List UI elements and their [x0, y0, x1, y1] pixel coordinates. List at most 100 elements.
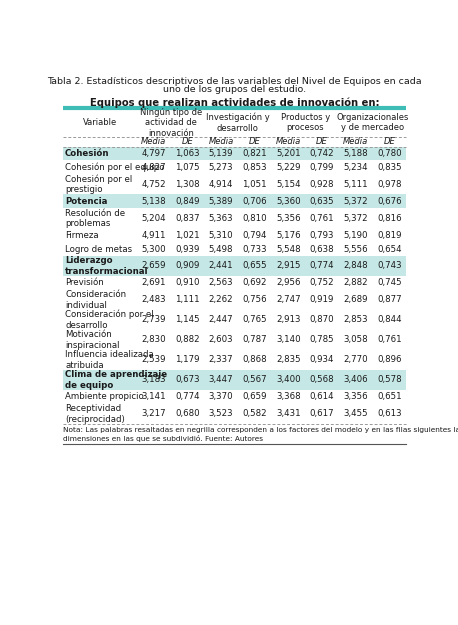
- Text: 5,356: 5,356: [276, 214, 300, 222]
- Text: 5,188: 5,188: [343, 149, 368, 158]
- Text: 0,756: 0,756: [242, 296, 267, 304]
- Text: 3,431: 3,431: [276, 409, 300, 418]
- Text: 3,058: 3,058: [343, 336, 368, 344]
- Text: 2,770: 2,770: [343, 356, 368, 364]
- Text: 5,138: 5,138: [142, 197, 166, 206]
- Text: 0,978: 0,978: [377, 180, 402, 189]
- Text: 0,752: 0,752: [310, 278, 334, 288]
- Text: Nota: Las palabras resaltadas en negrilla corresponden a los factores del modelo: Nota: Las palabras resaltadas en negrill…: [64, 427, 458, 442]
- Text: 2,882: 2,882: [343, 278, 368, 288]
- Text: 0,651: 0,651: [377, 392, 402, 401]
- Text: Motivación
inspiracional: Motivación inspiracional: [65, 330, 120, 349]
- Text: 0,659: 0,659: [242, 392, 267, 401]
- Text: 3,370: 3,370: [209, 392, 234, 401]
- Text: 3,141: 3,141: [142, 392, 166, 401]
- Text: 1,308: 1,308: [175, 180, 200, 189]
- Text: Media: Media: [276, 137, 301, 146]
- Text: 0,909: 0,909: [175, 261, 200, 271]
- Text: 2,739: 2,739: [142, 316, 166, 324]
- Text: 2,262: 2,262: [209, 296, 234, 304]
- Text: 0,821: 0,821: [242, 149, 267, 158]
- Text: 2,853: 2,853: [343, 316, 368, 324]
- Text: 0,582: 0,582: [242, 409, 267, 418]
- Text: 3,356: 3,356: [343, 392, 368, 401]
- Text: 1,021: 1,021: [175, 231, 200, 239]
- Text: 4,911: 4,911: [142, 231, 166, 239]
- Text: 4,752: 4,752: [142, 180, 166, 189]
- Text: 2,913: 2,913: [276, 316, 300, 324]
- Text: 4,797: 4,797: [142, 149, 166, 158]
- Text: 0,793: 0,793: [310, 231, 334, 239]
- Text: 0,774: 0,774: [310, 261, 334, 271]
- Text: 0,617: 0,617: [310, 409, 334, 418]
- Text: 5,389: 5,389: [209, 197, 234, 206]
- Text: Logro de metas: Logro de metas: [65, 244, 132, 254]
- Text: 3,183: 3,183: [142, 376, 166, 384]
- Text: 5,498: 5,498: [209, 244, 234, 254]
- Text: 5,363: 5,363: [209, 214, 234, 222]
- Text: 1,111: 1,111: [175, 296, 200, 304]
- Text: Cohesión: Cohesión: [65, 149, 109, 158]
- Text: 5,310: 5,310: [209, 231, 234, 239]
- Text: DE: DE: [249, 137, 261, 146]
- Text: Ambiente propicio: Ambiente propicio: [65, 392, 144, 401]
- Text: 0,780: 0,780: [377, 149, 402, 158]
- Text: 2,691: 2,691: [142, 278, 166, 288]
- Text: 2,956: 2,956: [276, 278, 300, 288]
- Text: 0,939: 0,939: [175, 244, 200, 254]
- Text: 0,853: 0,853: [242, 163, 267, 172]
- Text: 3,368: 3,368: [276, 392, 300, 401]
- Text: 2,835: 2,835: [276, 356, 300, 364]
- Text: Potencia: Potencia: [65, 197, 107, 206]
- Text: 5,201: 5,201: [276, 149, 300, 158]
- Text: 0,761: 0,761: [377, 336, 402, 344]
- Text: 0,837: 0,837: [175, 214, 200, 222]
- Text: 0,635: 0,635: [310, 197, 334, 206]
- Text: Productos y
procesos: Productos y procesos: [281, 113, 330, 132]
- Text: 0,819: 0,819: [377, 231, 402, 239]
- Text: 5,273: 5,273: [209, 163, 234, 172]
- Text: Investigación y
desarrollo: Investigación y desarrollo: [206, 112, 270, 132]
- Text: 5,229: 5,229: [276, 163, 300, 172]
- Text: 0,849: 0,849: [175, 197, 200, 206]
- Text: 0,870: 0,870: [310, 316, 334, 324]
- Text: 0,919: 0,919: [310, 296, 334, 304]
- Text: 0,680: 0,680: [175, 409, 200, 418]
- Text: DE: DE: [182, 137, 193, 146]
- Text: 3,523: 3,523: [209, 409, 234, 418]
- Text: 2,747: 2,747: [276, 296, 300, 304]
- Text: 0,816: 0,816: [377, 214, 402, 222]
- Text: 0,733: 0,733: [242, 244, 267, 254]
- Text: 4,827: 4,827: [142, 163, 166, 172]
- Text: 5,176: 5,176: [276, 231, 300, 239]
- Text: 5,111: 5,111: [343, 180, 368, 189]
- Text: 2,483: 2,483: [142, 296, 166, 304]
- Text: 3,447: 3,447: [209, 376, 234, 384]
- Text: 0,774: 0,774: [175, 392, 200, 401]
- Text: 0,692: 0,692: [242, 278, 267, 288]
- Text: Consideración
individual: Consideración individual: [65, 290, 126, 309]
- Text: 0,638: 0,638: [310, 244, 334, 254]
- Text: Resolución de
problemas: Resolución de problemas: [65, 209, 125, 228]
- Text: 1,075: 1,075: [175, 163, 200, 172]
- Text: 3,217: 3,217: [142, 409, 166, 418]
- Text: 5,300: 5,300: [142, 244, 166, 254]
- Text: 0,614: 0,614: [310, 392, 334, 401]
- Text: 0,578: 0,578: [377, 376, 402, 384]
- Text: 3,455: 3,455: [343, 409, 368, 418]
- Text: 0,934: 0,934: [310, 356, 334, 364]
- Text: 0,745: 0,745: [377, 278, 402, 288]
- Bar: [64, 194, 406, 208]
- Text: 2,603: 2,603: [209, 336, 234, 344]
- Text: DE: DE: [316, 137, 328, 146]
- Text: 0,799: 0,799: [310, 163, 334, 172]
- Text: 3,406: 3,406: [343, 376, 368, 384]
- Text: 0,567: 0,567: [242, 376, 267, 384]
- Text: 5,556: 5,556: [343, 244, 368, 254]
- Text: 2,915: 2,915: [276, 261, 300, 271]
- Text: Ningún tipo de
actividad de
innovación: Ningún tipo de actividad de innovación: [140, 108, 202, 138]
- Text: Cohesión por el
prestigio: Cohesión por el prestigio: [65, 174, 132, 194]
- Text: 0,706: 0,706: [242, 197, 267, 206]
- Text: 0,613: 0,613: [377, 409, 402, 418]
- Text: Tabla 2. Estadísticos descriptivos de las variables del Nivel de Equipos en cada: Tabla 2. Estadísticos descriptivos de la…: [48, 78, 422, 86]
